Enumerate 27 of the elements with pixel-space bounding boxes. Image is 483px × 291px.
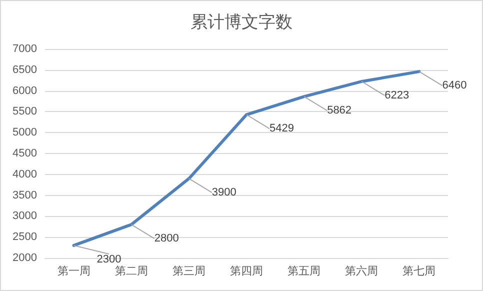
data-label: 6460 — [442, 80, 467, 92]
y-tick-label: 7000 — [12, 43, 37, 55]
data-label: 6223 — [384, 89, 410, 102]
data-label: 2300 — [96, 253, 122, 266]
x-tick-label: 第三周 — [172, 266, 206, 278]
y-tick-label: 3500 — [12, 189, 37, 202]
line-series — [72, 70, 421, 247]
x-tick-label: 第四周 — [230, 266, 263, 278]
data-label: 3900 — [212, 186, 236, 199]
x-tick-label: 第二周 — [114, 266, 148, 278]
y-tick-label: 4000 — [12, 168, 37, 180]
x-tick-label: 第七周 — [402, 264, 436, 278]
y-tick-label: 2500 — [12, 231, 37, 244]
y-tick-label: 5000 — [12, 126, 37, 139]
y-tick-label: 3000 — [12, 210, 37, 222]
data-label: 5862 — [327, 104, 352, 117]
y-tick-label: 5500 — [12, 106, 37, 118]
chart-title: 累计博文字数 — [190, 12, 292, 32]
y-tick-label: 6000 — [12, 84, 37, 97]
x-tick-label: 第六周 — [345, 264, 378, 278]
y-tick-label: 4500 — [12, 148, 37, 160]
y-tick-label: 6500 — [12, 64, 37, 76]
x-tick-label: 第一周 — [57, 266, 90, 278]
y-tick-label: 2000 — [12, 252, 37, 264]
data-label: 2800 — [154, 232, 179, 245]
data-label: 5429 — [270, 122, 294, 135]
x-tick-label: 第五周 — [288, 266, 321, 278]
